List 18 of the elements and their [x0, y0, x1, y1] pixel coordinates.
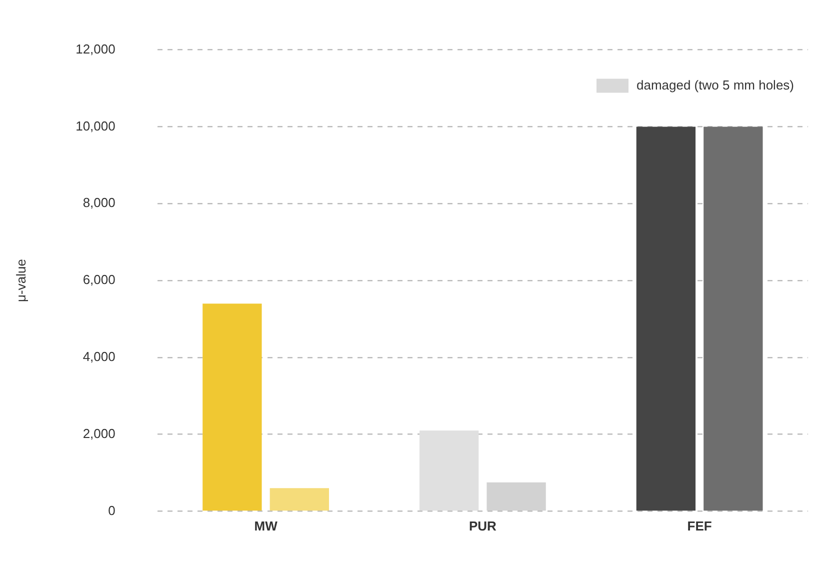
- x-tick-label: MW: [254, 518, 278, 534]
- bar: [270, 488, 329, 511]
- y-tick-label: 12,000: [76, 41, 116, 56]
- y-tick-label: 4,000: [82, 348, 116, 364]
- bar: [486, 482, 546, 511]
- y-axis-title: μ-value: [13, 259, 28, 302]
- y-tick-label: 6,000: [82, 272, 116, 288]
- bar: [419, 430, 479, 511]
- bar: [636, 126, 696, 511]
- y-tick-label: 0: [108, 502, 116, 518]
- x-tick-label: PUR: [468, 518, 498, 534]
- legend-label: damaged (two 5 mm holes): [636, 77, 794, 92]
- bar: [202, 304, 262, 511]
- y-tick-label: 10,000: [76, 118, 116, 134]
- y-tick-label: 2,000: [82, 426, 116, 441]
- x-tick-label: FEF: [687, 518, 712, 534]
- bar: [704, 126, 763, 511]
- y-tick-label: 8,000: [82, 195, 116, 210]
